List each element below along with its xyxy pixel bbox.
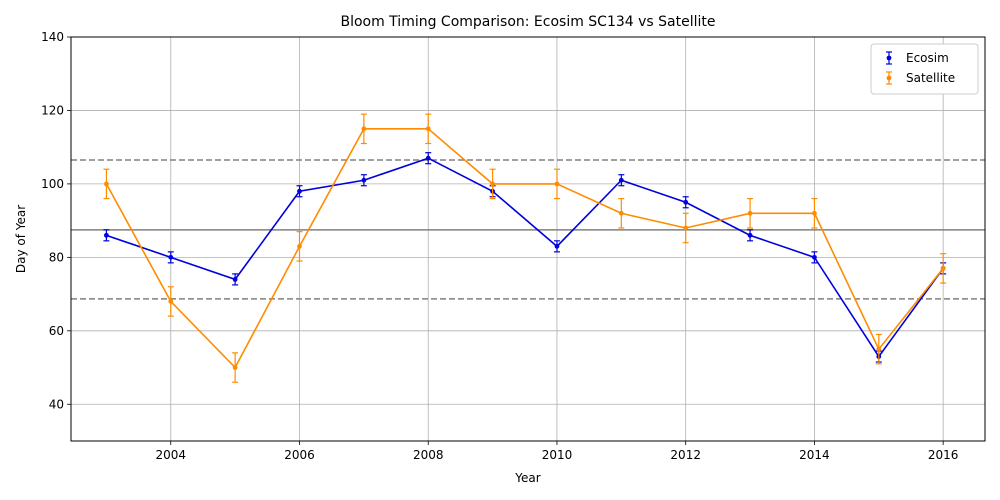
satellite-point bbox=[683, 225, 689, 231]
legend-satellite-label: Satellite bbox=[906, 71, 955, 85]
ecosim-point bbox=[683, 199, 689, 205]
ecosim-point bbox=[168, 254, 174, 260]
ecosim-point bbox=[618, 177, 624, 183]
tick-layer: 2004 2006 2008 2010 2012 2014 2016 40 60 80 100 120… bbox=[41, 30, 958, 462]
satellite-point bbox=[232, 365, 238, 370]
y-tick-label: 100 bbox=[41, 177, 64, 191]
x-tick-label: 2016 bbox=[928, 448, 959, 462]
satellite-point bbox=[168, 299, 174, 304]
legend: Ecosim Satellite bbox=[870, 43, 979, 95]
y-tick-label: 80 bbox=[49, 250, 64, 264]
x-tick-label: 2012 bbox=[670, 448, 701, 462]
x-tick-label: 2014 bbox=[799, 448, 830, 462]
y-tick-label: 40 bbox=[49, 397, 64, 411]
y-tick-label: 140 bbox=[41, 30, 64, 44]
legend-box bbox=[870, 43, 979, 95]
legend-satellite-marker bbox=[886, 75, 892, 81]
chart-title: Bloom Timing Comparison: Ecosim SC134 vs… bbox=[340, 14, 715, 30]
satellite-point bbox=[425, 126, 431, 132]
y-axis-label: Day of Year bbox=[14, 205, 28, 273]
satellite-point bbox=[747, 210, 753, 216]
satellite-point bbox=[618, 210, 624, 216]
satellite-point bbox=[297, 243, 302, 249]
plot-frame bbox=[70, 36, 986, 442]
grid-layer bbox=[71, 36, 985, 441]
satellite-point bbox=[554, 181, 560, 187]
x-axis-label: Year bbox=[514, 471, 540, 485]
ecosim-point bbox=[232, 277, 238, 282]
y-tick-label: 60 bbox=[49, 324, 64, 338]
x-tick-label: 2010 bbox=[542, 448, 573, 462]
reference-lines bbox=[71, 159, 985, 300]
ecosim-point bbox=[747, 232, 753, 238]
ecosim-point bbox=[104, 232, 109, 238]
satellite-point bbox=[361, 126, 367, 132]
ecosim-point bbox=[361, 177, 367, 183]
satellite-point bbox=[876, 346, 882, 352]
series-layer bbox=[103, 113, 947, 383]
satellite-point bbox=[940, 265, 946, 271]
ecosim-point bbox=[554, 243, 560, 249]
x-tick-label: 2008 bbox=[413, 448, 444, 462]
x-tick-label: 2006 bbox=[284, 448, 315, 462]
x-tick-label: 2004 bbox=[155, 448, 186, 462]
y-tick-label: 120 bbox=[41, 103, 64, 117]
satellite-point bbox=[490, 181, 495, 187]
ecosim-point bbox=[425, 155, 431, 161]
ecosim-line bbox=[106, 157, 944, 358]
satellite-point bbox=[812, 210, 817, 216]
legend-ecosim-label: Ecosim bbox=[906, 51, 949, 65]
legend-ecosim-marker bbox=[886, 55, 892, 61]
satellite-line bbox=[105, 128, 944, 369]
satellite-point bbox=[104, 181, 109, 187]
ecosim-point bbox=[297, 188, 302, 194]
ecosim-point bbox=[812, 254, 817, 260]
